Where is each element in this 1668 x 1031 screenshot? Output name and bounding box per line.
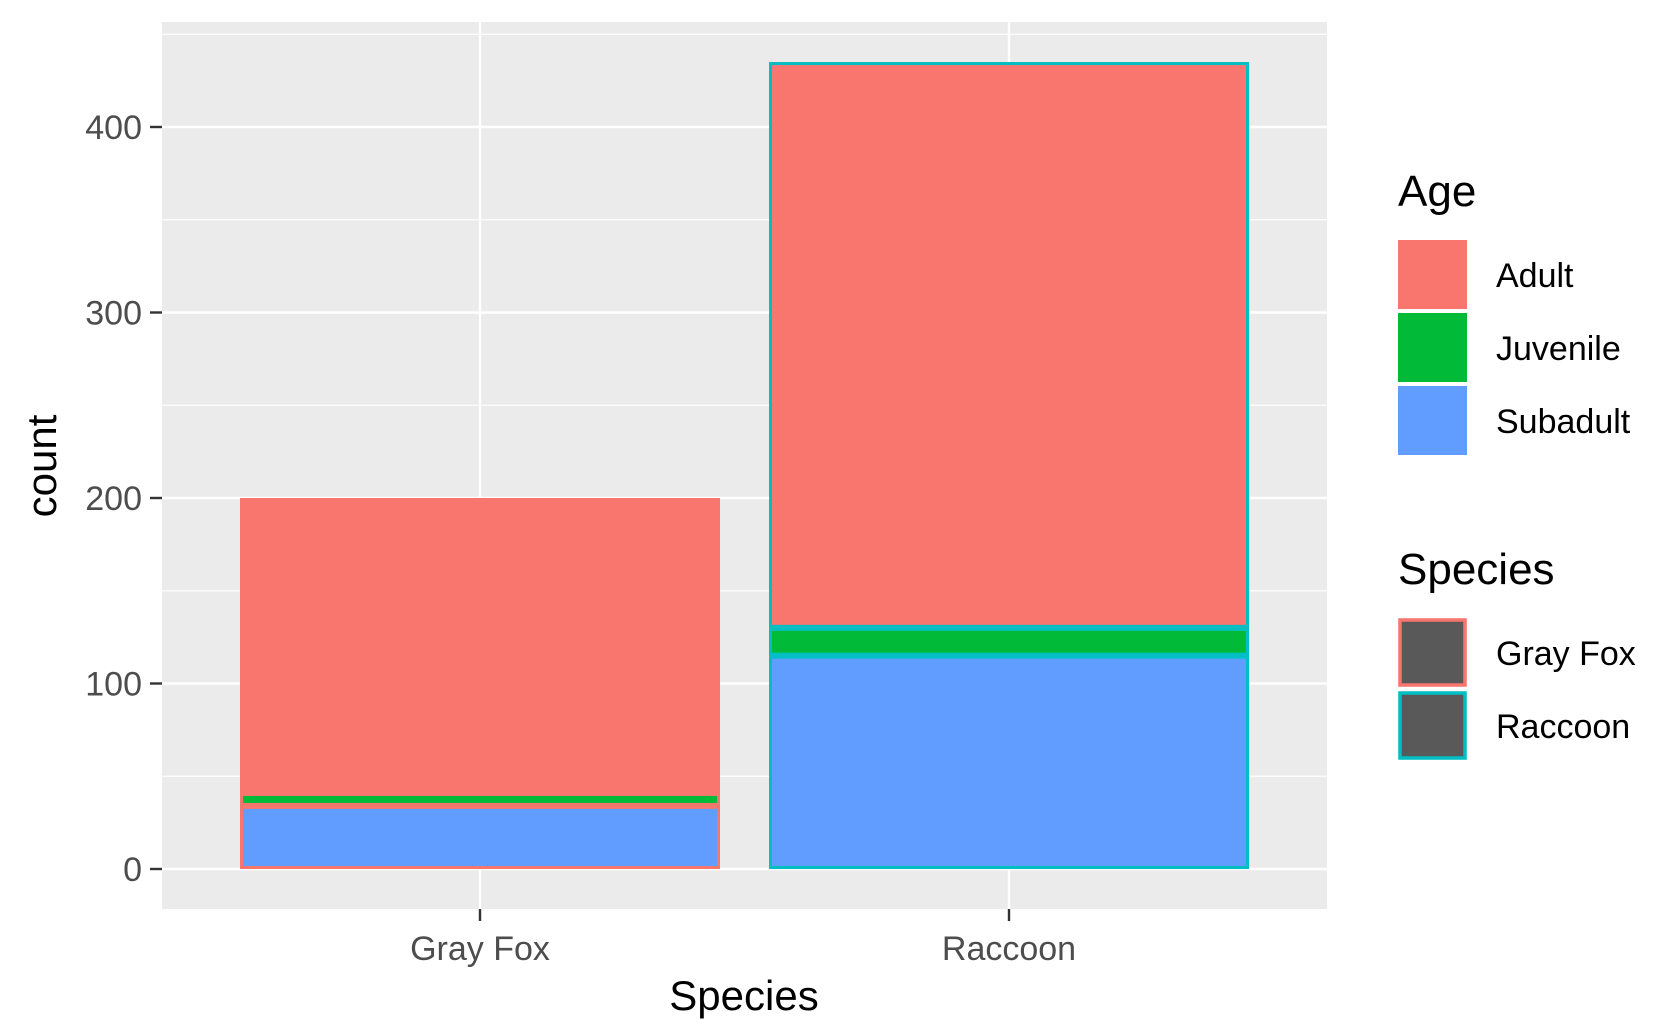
bar-outlines bbox=[240, 62, 1249, 869]
bar-outline-raccoon-juvenile bbox=[769, 627, 1249, 656]
legend-label-adult: Adult bbox=[1496, 257, 1574, 295]
bar-gray-fox-juvenile bbox=[240, 792, 720, 806]
legend-label-subadult: Subadult bbox=[1496, 403, 1631, 441]
bar-raccoon-subadult bbox=[769, 655, 1249, 869]
bar-gray-fox-adult bbox=[240, 498, 720, 793]
x-tick-label-raccoon: Raccoon bbox=[942, 930, 1076, 968]
bar-raccoon-juvenile bbox=[769, 627, 1249, 656]
legend-label-gray-fox: Gray Fox bbox=[1496, 635, 1636, 673]
x-tick-label-gray-fox: Gray Fox bbox=[410, 930, 550, 968]
legends: Age Adult Juvenile Subadult Species Gray Fox R… bbox=[1398, 167, 1636, 760]
y-tick-label: 0 bbox=[123, 851, 142, 889]
legend-title: Age bbox=[1398, 167, 1476, 216]
y-tick-label: 300 bbox=[85, 295, 142, 333]
y-axis-title: count bbox=[18, 414, 65, 517]
bar-outline-raccoon-subadult bbox=[769, 655, 1249, 869]
bar-outline-gray-fox-juvenile bbox=[240, 792, 720, 806]
legend-key-raccoon bbox=[1398, 691, 1467, 760]
bar-gray-fox-subadult bbox=[240, 805, 720, 869]
y-axis: 0 100 200 300 400 bbox=[85, 109, 162, 889]
y-tick-label: 200 bbox=[85, 480, 142, 518]
y-tick-label: 400 bbox=[85, 109, 142, 147]
legend-label-raccoon: Raccoon bbox=[1496, 708, 1630, 746]
x-axis-title: Species bbox=[669, 972, 818, 1019]
bar-outline-gray-fox-subadult bbox=[240, 805, 720, 869]
legend-key-juvenile bbox=[1398, 313, 1467, 382]
bars bbox=[240, 62, 1249, 869]
legend-label-juvenile: Juvenile bbox=[1496, 330, 1621, 368]
legend-age: Age Adult Juvenile Subadult bbox=[1398, 167, 1631, 455]
legend-title: Species bbox=[1398, 545, 1555, 594]
legend-key-subadult bbox=[1398, 386, 1467, 455]
bar-outline-raccoon-adult bbox=[769, 62, 1249, 628]
bar-raccoon-adult bbox=[769, 62, 1249, 628]
legend-key-gray-fox bbox=[1398, 618, 1467, 687]
bar-outline-gray-fox-adult bbox=[240, 498, 720, 793]
x-axis: Gray Fox Raccoon bbox=[410, 909, 1076, 968]
legend-key-adult bbox=[1398, 240, 1467, 309]
y-tick-label: 100 bbox=[85, 666, 142, 704]
legend-species: Species Gray Fox Raccoon bbox=[1398, 545, 1636, 760]
